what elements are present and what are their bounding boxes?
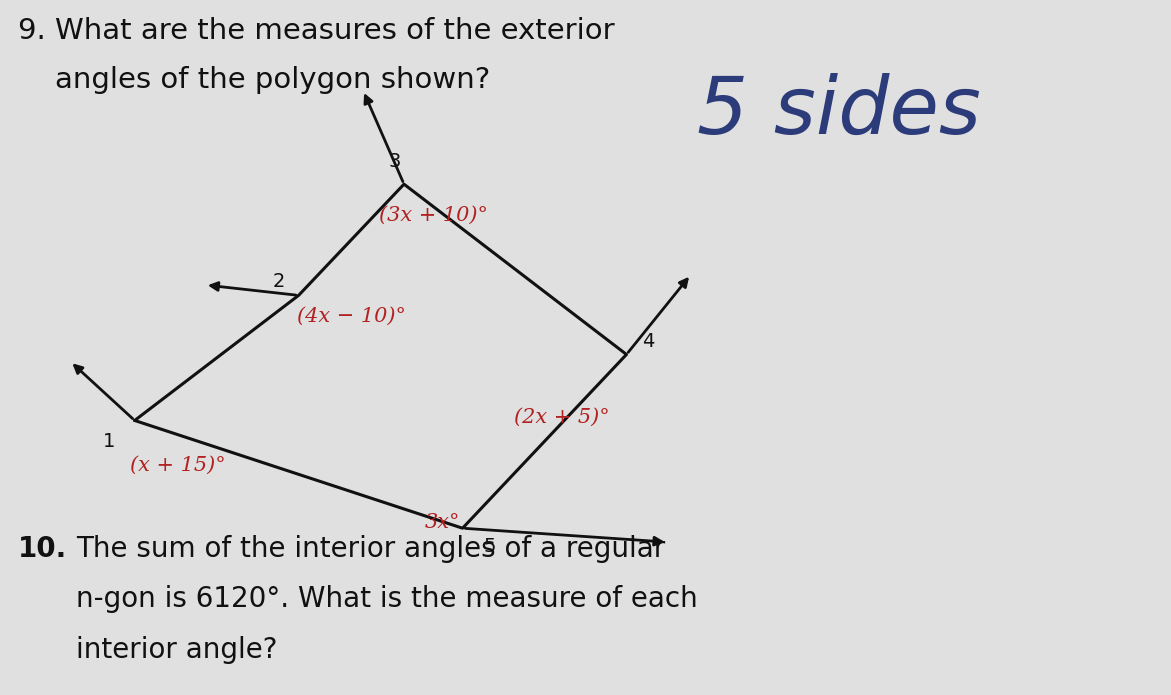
Text: (2x + 5)°: (2x + 5)° bbox=[514, 407, 610, 427]
Text: 3x°: 3x° bbox=[425, 513, 460, 532]
Text: 4: 4 bbox=[643, 332, 655, 352]
Text: 2: 2 bbox=[273, 272, 285, 291]
Text: 1: 1 bbox=[103, 432, 115, 451]
Text: 10.: 10. bbox=[18, 535, 67, 563]
Text: 9. What are the measures of the exterior: 9. What are the measures of the exterior bbox=[18, 17, 615, 45]
Text: (3x + 10)°: (3x + 10)° bbox=[378, 206, 488, 225]
Text: (4x − 10)°: (4x − 10)° bbox=[296, 306, 406, 326]
Text: 5: 5 bbox=[484, 537, 495, 557]
Text: (x + 15)°: (x + 15)° bbox=[130, 456, 226, 475]
Text: 3: 3 bbox=[389, 152, 400, 171]
Text: angles of the polygon shown?: angles of the polygon shown? bbox=[18, 66, 489, 94]
Text: 5 sides: 5 sides bbox=[697, 73, 980, 151]
Text: n-gon is 6120°. What is the measure of each: n-gon is 6120°. What is the measure of e… bbox=[76, 585, 698, 613]
Text: The sum of the interior angles of a regular: The sum of the interior angles of a regu… bbox=[76, 535, 665, 563]
Text: interior angle?: interior angle? bbox=[76, 636, 278, 664]
